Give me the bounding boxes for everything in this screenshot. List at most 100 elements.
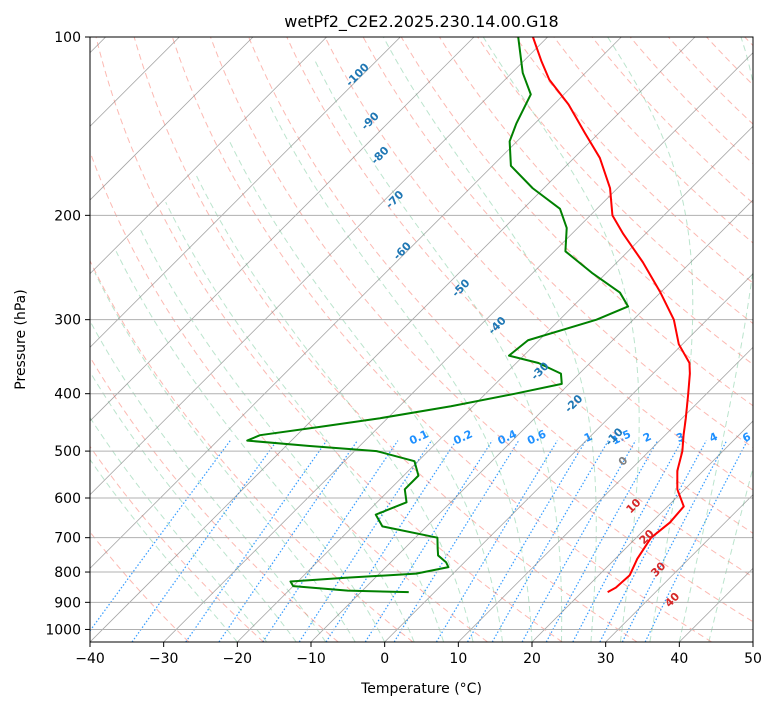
- theta-e-label: -70: [383, 188, 406, 211]
- x-tick-label: 40: [670, 651, 688, 667]
- isotherm-line: [90, 37, 622, 569]
- mixing-ratio-line: [325, 440, 457, 642]
- moist-adiabat: [708, 466, 753, 642]
- dry-adiabat: [95, 37, 563, 642]
- x-axis-label: Temperature (°C): [360, 681, 482, 697]
- theta-e-label: -80: [368, 144, 391, 167]
- moist-adiabat: [165, 201, 445, 642]
- isotherm-line: [90, 37, 475, 422]
- marker-label: 10: [624, 496, 644, 516]
- mixing-ratio-line: [393, 440, 520, 642]
- mixing-ratio-line: [491, 440, 609, 642]
- mixing-ratio-line: [644, 440, 748, 642]
- isotherm-line: [90, 37, 401, 348]
- dewpoint-profile-line: [246, 37, 630, 594]
- mixing-ratio-line: [599, 440, 707, 642]
- isotherm-line: [90, 37, 696, 642]
- moist-adiabat: [607, 37, 694, 642]
- moist-adiabat: [678, 37, 753, 642]
- isotherm-line: [237, 125, 753, 642]
- dry-adiabat: [90, 150, 488, 642]
- dry-adiabat: [248, 37, 753, 578]
- mixing-ratio-label: 8: [766, 430, 775, 445]
- mixing-ratio-line: [621, 440, 728, 642]
- temperature-profile-line: [531, 37, 691, 594]
- dry-adiabat: [629, 37, 753, 165]
- isotherm-line: [90, 37, 254, 201]
- x-tick-label: −10: [296, 651, 326, 667]
- moist-adiabat: [382, 37, 597, 642]
- mixing-ratio-line: [131, 440, 278, 642]
- y-tick-label: 500: [54, 444, 81, 460]
- x-tick-label: 0: [380, 651, 389, 667]
- isotherm-line: [90, 37, 327, 275]
- dry-adiabat: [477, 37, 753, 325]
- isotherm-line: [90, 37, 548, 496]
- marker-label: 0: [616, 454, 631, 469]
- theta-e-label: -50: [449, 276, 472, 299]
- dry-adiabat: [90, 259, 414, 642]
- mixing-ratio-line: [298, 440, 432, 642]
- mixing-ratio-line: [466, 440, 587, 642]
- dry-adiabat: [171, 37, 712, 642]
- dry-adiabat: [210, 37, 753, 623]
- moist-adiabat: [139, 227, 415, 642]
- moist-adiabat: [194, 173, 474, 642]
- moist-adiabat: [90, 320, 327, 642]
- mixing-ratio-label: 2: [641, 430, 653, 445]
- x-tick-label: −20: [223, 651, 253, 667]
- y-tick-label: 1000: [45, 622, 81, 638]
- x-tick-label: −40: [75, 651, 105, 667]
- mixing-ratio-label: 0.2: [451, 427, 474, 447]
- dry-adiabat: [706, 37, 753, 86]
- moist-adiabat: [314, 61, 563, 642]
- moist-adiabat: [90, 416, 268, 642]
- mixing-ratio-line: [435, 440, 558, 642]
- dry-adiabat: [324, 37, 753, 491]
- moist-adiabat: [94, 272, 356, 642]
- x-tick-label: −30: [149, 651, 179, 667]
- y-axis-label: Pressure (hPa): [13, 289, 29, 389]
- dry-adiabat: [515, 37, 753, 284]
- isotherm-line: [531, 420, 753, 642]
- isotherm-line: [679, 567, 753, 642]
- dry-adiabat: [591, 37, 753, 204]
- dry-adiabat: [133, 37, 638, 642]
- dry-adiabat: [90, 445, 264, 642]
- mixing-ratio-line: [90, 440, 231, 632]
- x-tick-label: 30: [597, 651, 615, 667]
- mixing-ratio-line: [218, 440, 358, 642]
- dry-adiabat: [90, 356, 339, 642]
- isotherm-line: [384, 273, 753, 642]
- y-tick-label: 400: [54, 387, 81, 403]
- mixing-ratio-label: 0.6: [525, 427, 548, 447]
- isotherm-line: [752, 641, 753, 642]
- x-tick-label: 10: [449, 651, 467, 667]
- mixing-ratio-line: [364, 440, 493, 642]
- isotherm-line: [163, 52, 753, 642]
- moist-adiabat: [268, 104, 533, 642]
- mixing-ratio-label: 0.1: [407, 427, 430, 447]
- y-tick-label: 600: [54, 491, 81, 507]
- theta-e-label: -20: [562, 392, 585, 415]
- marker-label: 30: [648, 559, 668, 579]
- chart-title: wetPf2_C2E2.2025.230.14.00.G18: [284, 12, 558, 32]
- marker-label: 20: [637, 527, 657, 547]
- dry-adiabat: [553, 37, 753, 244]
- dry-adiabat: [400, 37, 753, 407]
- mixing-ratio-label: 4: [707, 430, 720, 445]
- theta-e-label: -40: [486, 314, 509, 337]
- isotherm-line: [458, 346, 753, 642]
- mixing-ratio-line: [185, 440, 328, 642]
- marker-label: 40: [662, 590, 682, 610]
- isotherm-line: [605, 494, 753, 642]
- x-tick-label: 20: [523, 651, 541, 667]
- dry-adiabat: [744, 37, 753, 47]
- y-tick-label: 800: [54, 565, 81, 581]
- moist-adiabat: [482, 37, 640, 642]
- y-tick-label: 700: [54, 531, 81, 547]
- moist-adiabat: [90, 370, 297, 642]
- y-tick-label: 300: [54, 313, 81, 329]
- x-tick-label: 50: [744, 651, 762, 667]
- moist-adiabat: [90, 458, 238, 642]
